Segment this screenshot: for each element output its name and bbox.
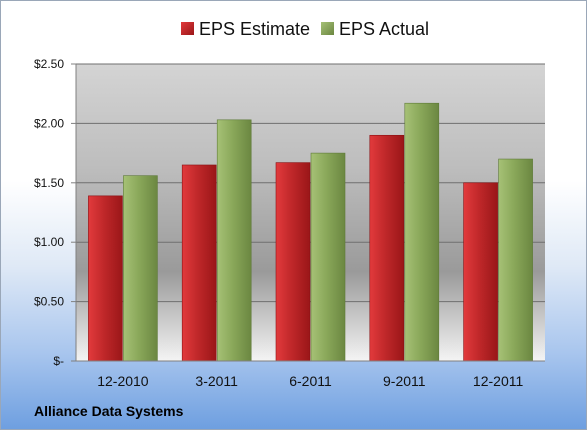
company-name: Alliance Data Systems [34,403,184,419]
bar-estimate-6-2011 [275,162,311,362]
bar-estimate-12-2011 [463,182,498,362]
bar-actual-12-2011 [498,158,533,362]
legend-swatch-estimate [181,22,194,35]
y-tick-label: $1.50 [34,176,64,190]
bar-estimate-3-2011 [181,164,217,362]
x-tick-label: 6-2011 [289,373,332,389]
bars [88,102,533,362]
legend-label-estimate: EPS Estimate [199,19,310,39]
x-tick-label: 12-2010 [97,373,149,389]
x-tick-label: 3-2011 [195,373,238,389]
y-tick-label: $0.50 [34,295,64,309]
bar-actual-6-2011 [310,152,346,362]
bar-actual-9-2011 [404,102,440,362]
legend-swatch-actual [321,22,334,35]
axes: $- $0.50 $1.00 $1.50 $2.00 $2.50 12-2010 3-2011… [34,57,545,389]
y-tick-label: $2.50 [34,57,64,71]
y-tick-label: $1.00 [34,235,64,249]
bar-actual-3-2011 [216,119,252,362]
y-tick-label: $- [53,354,64,368]
x-tick-label: 12-2011 [473,373,524,389]
y-tick-label: $2.00 [34,116,64,130]
legend: EPS Estimate EPS Actual [181,19,429,39]
legend-label-actual: EPS Actual [339,19,429,39]
bar-estimate-12-2010 [88,195,123,362]
bar-actual-12-2010 [123,175,158,362]
bar-estimate-9-2011 [369,134,405,362]
x-tick-label: 9-2011 [383,373,426,389]
